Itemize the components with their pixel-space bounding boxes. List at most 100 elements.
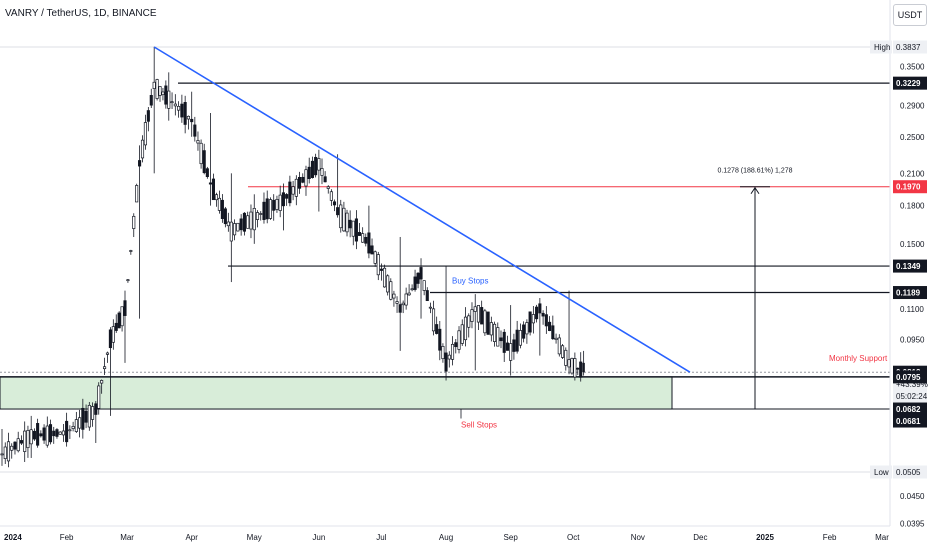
candle[interactable] bbox=[94, 400, 98, 443]
candle[interactable] bbox=[310, 156, 314, 179]
candle[interactable] bbox=[202, 143, 206, 175]
candle[interactable] bbox=[111, 319, 115, 350]
candle[interactable] bbox=[61, 423, 65, 442]
candle[interactable] bbox=[304, 165, 308, 196]
candle[interactable] bbox=[382, 264, 387, 288]
candle[interactable] bbox=[78, 409, 82, 438]
candle[interactable] bbox=[71, 421, 75, 432]
candle[interactable] bbox=[579, 352, 583, 382]
candle[interactable] bbox=[55, 428, 59, 439]
candle[interactable] bbox=[52, 426, 56, 444]
candle[interactable] bbox=[108, 327, 112, 416]
candle[interactable] bbox=[149, 88, 153, 108]
candle[interactable] bbox=[87, 401, 91, 431]
candle[interactable] bbox=[404, 287, 408, 310]
candle[interactable] bbox=[573, 352, 577, 381]
candle[interactable] bbox=[538, 298, 542, 356]
candle[interactable] bbox=[226, 212, 230, 232]
candle[interactable] bbox=[0, 429, 4, 466]
candle[interactable] bbox=[473, 294, 477, 371]
candle[interactable] bbox=[413, 269, 417, 292]
candle[interactable] bbox=[158, 86, 162, 102]
candle[interactable] bbox=[32, 428, 36, 441]
candle[interactable] bbox=[45, 416, 49, 448]
candle[interactable] bbox=[367, 205, 371, 259]
candle[interactable] bbox=[117, 311, 121, 329]
candle[interactable] bbox=[357, 223, 362, 236]
candle[interactable] bbox=[239, 214, 243, 236]
candle[interactable] bbox=[16, 431, 20, 453]
candle[interactable] bbox=[422, 280, 426, 296]
candle[interactable] bbox=[576, 367, 580, 376]
candle[interactable] bbox=[281, 183, 285, 231]
candle[interactable] bbox=[428, 302, 432, 314]
candle[interactable] bbox=[29, 415, 33, 458]
candle[interactable] bbox=[114, 314, 118, 333]
candle[interactable] bbox=[272, 194, 276, 221]
candle[interactable] bbox=[398, 236, 402, 351]
candle[interactable] bbox=[42, 424, 46, 444]
candle[interactable] bbox=[183, 95, 187, 134]
candle[interactable] bbox=[26, 425, 30, 458]
candle[interactable] bbox=[410, 284, 414, 292]
candle[interactable] bbox=[103, 357, 107, 375]
candle[interactable] bbox=[531, 305, 535, 334]
candle[interactable] bbox=[74, 411, 78, 433]
candle[interactable] bbox=[19, 435, 24, 446]
candle[interactable] bbox=[450, 336, 455, 366]
candle[interactable] bbox=[564, 347, 568, 371]
candle[interactable] bbox=[13, 441, 17, 455]
candle[interactable] bbox=[301, 173, 305, 184]
candle[interactable] bbox=[278, 185, 282, 218]
candle[interactable] bbox=[167, 72, 171, 121]
candle[interactable] bbox=[444, 265, 448, 381]
candle[interactable] bbox=[173, 94, 177, 116]
candle[interactable] bbox=[447, 351, 451, 368]
candle[interactable] bbox=[483, 308, 487, 336]
candle[interactable] bbox=[476, 305, 481, 331]
candle[interactable] bbox=[535, 304, 539, 323]
candle[interactable] bbox=[351, 220, 355, 246]
candle[interactable] bbox=[480, 300, 484, 325]
candle[interactable] bbox=[170, 92, 174, 109]
candle[interactable] bbox=[268, 197, 273, 220]
candle[interactable] bbox=[401, 300, 405, 314]
candle[interactable] bbox=[135, 183, 139, 203]
candle[interactable] bbox=[551, 315, 555, 340]
candle[interactable] bbox=[419, 258, 423, 319]
candle[interactable] bbox=[467, 313, 471, 338]
candle[interactable] bbox=[339, 199, 343, 233]
candle[interactable] bbox=[323, 171, 327, 183]
candle[interactable] bbox=[361, 227, 365, 243]
candle[interactable] bbox=[489, 316, 493, 342]
candle[interactable] bbox=[252, 194, 256, 244]
candle[interactable] bbox=[493, 321, 497, 347]
candle[interactable] bbox=[217, 190, 221, 214]
candle[interactable] bbox=[91, 402, 95, 427]
candle[interactable] bbox=[146, 107, 150, 132]
candle[interactable] bbox=[348, 210, 352, 238]
candle[interactable] bbox=[317, 149, 321, 212]
candle[interactable] bbox=[567, 290, 571, 375]
candle[interactable] bbox=[249, 204, 253, 239]
candle[interactable] bbox=[332, 199, 337, 212]
candle[interactable] bbox=[554, 333, 558, 344]
candle[interactable] bbox=[58, 431, 62, 435]
candle[interactable] bbox=[255, 210, 260, 228]
candle[interactable] bbox=[190, 91, 194, 137]
candle[interactable] bbox=[441, 343, 445, 363]
candle[interactable] bbox=[294, 175, 298, 206]
candle[interactable] bbox=[208, 113, 213, 206]
candle[interactable] bbox=[132, 213, 136, 238]
candle[interactable] bbox=[193, 116, 197, 142]
candle[interactable] bbox=[100, 379, 104, 394]
candle[interactable] bbox=[515, 320, 519, 354]
symbol-title[interactable]: VANRY / TetherUS, 1D, BINANCE bbox=[5, 8, 157, 19]
candle[interactable] bbox=[329, 189, 333, 206]
candle[interactable] bbox=[392, 290, 396, 307]
candle[interactable] bbox=[336, 154, 340, 218]
candle[interactable] bbox=[297, 171, 302, 194]
candle[interactable] bbox=[233, 219, 237, 241]
candle[interactable] bbox=[123, 290, 127, 363]
candle[interactable] bbox=[379, 263, 383, 281]
